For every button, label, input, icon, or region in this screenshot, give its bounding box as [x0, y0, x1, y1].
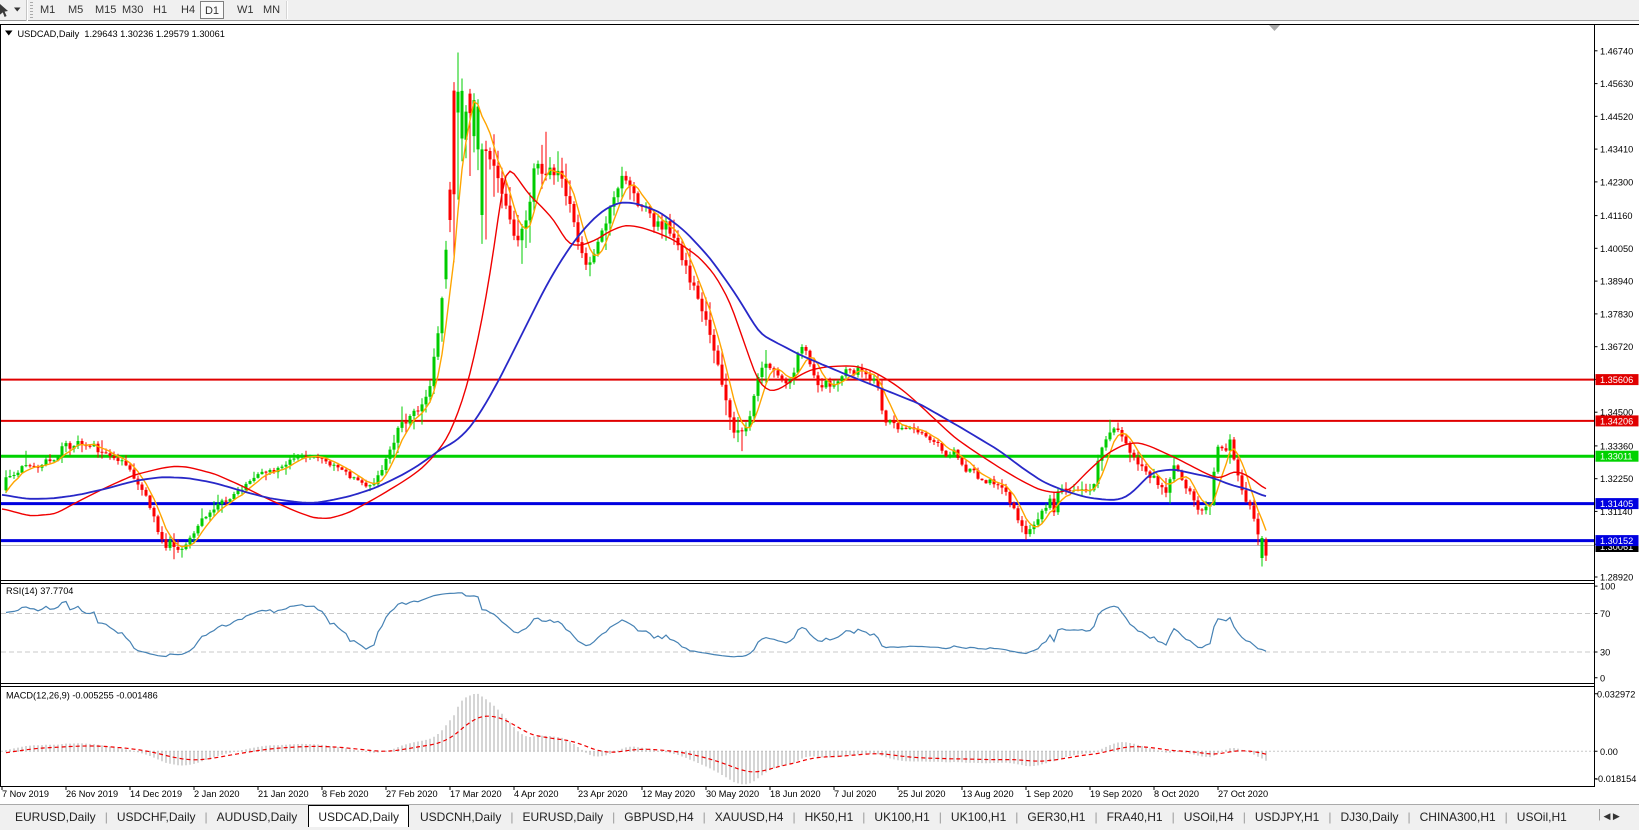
svg-text:1.36720: 1.36720 [1600, 342, 1633, 352]
svg-text:USDCAD,Daily 1.29643 1.30236: USDCAD,Daily 1.29643 1.30236 1.29579 1.3… [18, 29, 225, 39]
svg-text:1.30152: 1.30152 [1600, 536, 1633, 546]
svg-text:0: 0 [1600, 673, 1605, 683]
svg-text:8 Feb 2020: 8 Feb 2020 [322, 789, 369, 799]
svg-text:0.00: 0.00 [1600, 747, 1618, 757]
svg-text:1.41160: 1.41160 [1600, 211, 1633, 221]
svg-text:1.31405: 1.31405 [1600, 499, 1633, 509]
svg-text:1.33011: 1.33011 [1600, 452, 1633, 462]
svg-text:1.30061: 1.30061 [1600, 542, 1633, 552]
svg-text:1.43410: 1.43410 [1600, 145, 1633, 155]
svg-text:27 Oct 2020: 27 Oct 2020 [1218, 789, 1268, 799]
svg-text:23 Apr 2020: 23 Apr 2020 [578, 789, 628, 799]
svg-text:70: 70 [1600, 609, 1610, 619]
svg-text:19 Sep 2020: 19 Sep 2020 [1090, 789, 1142, 799]
svg-text:MACD(12,26,9) -0.005255 -0.001: MACD(12,26,9) -0.005255 -0.001486 [6, 691, 158, 701]
svg-text:7 Jul 2020: 7 Jul 2020 [834, 789, 876, 799]
svg-text:1.35606: 1.35606 [1600, 375, 1633, 385]
svg-text:17 Mar 2020: 17 Mar 2020 [450, 789, 502, 799]
svg-text:100: 100 [1600, 582, 1615, 592]
svg-text:13 Aug 2020: 13 Aug 2020 [962, 789, 1014, 799]
svg-text:1.37830: 1.37830 [1600, 309, 1633, 319]
svg-text:21 Jan 2020: 21 Jan 2020 [258, 789, 309, 799]
svg-text:27 Feb 2020: 27 Feb 2020 [386, 789, 438, 799]
svg-text:-0.018154: -0.018154 [1595, 774, 1636, 784]
svg-text:1.32250: 1.32250 [1600, 474, 1633, 484]
svg-text:RSI(14) 37.7704: RSI(14) 37.7704 [6, 586, 73, 596]
svg-text:26 Nov 2019: 26 Nov 2019 [66, 789, 118, 799]
svg-text:25 Jul 2020: 25 Jul 2020 [898, 789, 946, 799]
svg-text:1.34206: 1.34206 [1600, 416, 1633, 426]
svg-text:1.31140: 1.31140 [1600, 507, 1633, 517]
svg-text:12 May 2020: 12 May 2020 [642, 789, 695, 799]
svg-text:1.44520: 1.44520 [1600, 112, 1633, 122]
svg-text:2 Jan 2020: 2 Jan 2020 [194, 789, 239, 799]
svg-text:0.032972: 0.032972 [1597, 689, 1635, 699]
svg-text:1.34500: 1.34500 [1600, 408, 1633, 418]
svg-text:4 Apr 2020: 4 Apr 2020 [514, 789, 558, 799]
svg-text:7 Nov 2019: 7 Nov 2019 [2, 789, 49, 799]
svg-text:1.45630: 1.45630 [1600, 79, 1633, 89]
svg-text:30 May 2020: 30 May 2020 [706, 789, 759, 799]
svg-text:8 Oct 2020: 8 Oct 2020 [1154, 789, 1199, 799]
svg-text:1.40050: 1.40050 [1600, 244, 1633, 254]
svg-text:1.38940: 1.38940 [1600, 277, 1633, 287]
svg-text:14 Dec 2019: 14 Dec 2019 [130, 789, 182, 799]
svg-text:18 Jun 2020: 18 Jun 2020 [770, 789, 821, 799]
svg-text:1.42300: 1.42300 [1600, 177, 1633, 187]
svg-text:1 Sep 2020: 1 Sep 2020 [1026, 789, 1073, 799]
svg-text:1.28920: 1.28920 [1600, 573, 1633, 583]
svg-text:30: 30 [1600, 648, 1610, 658]
svg-text:1.33360: 1.33360 [1600, 441, 1633, 451]
svg-text:1.46740: 1.46740 [1600, 46, 1633, 56]
